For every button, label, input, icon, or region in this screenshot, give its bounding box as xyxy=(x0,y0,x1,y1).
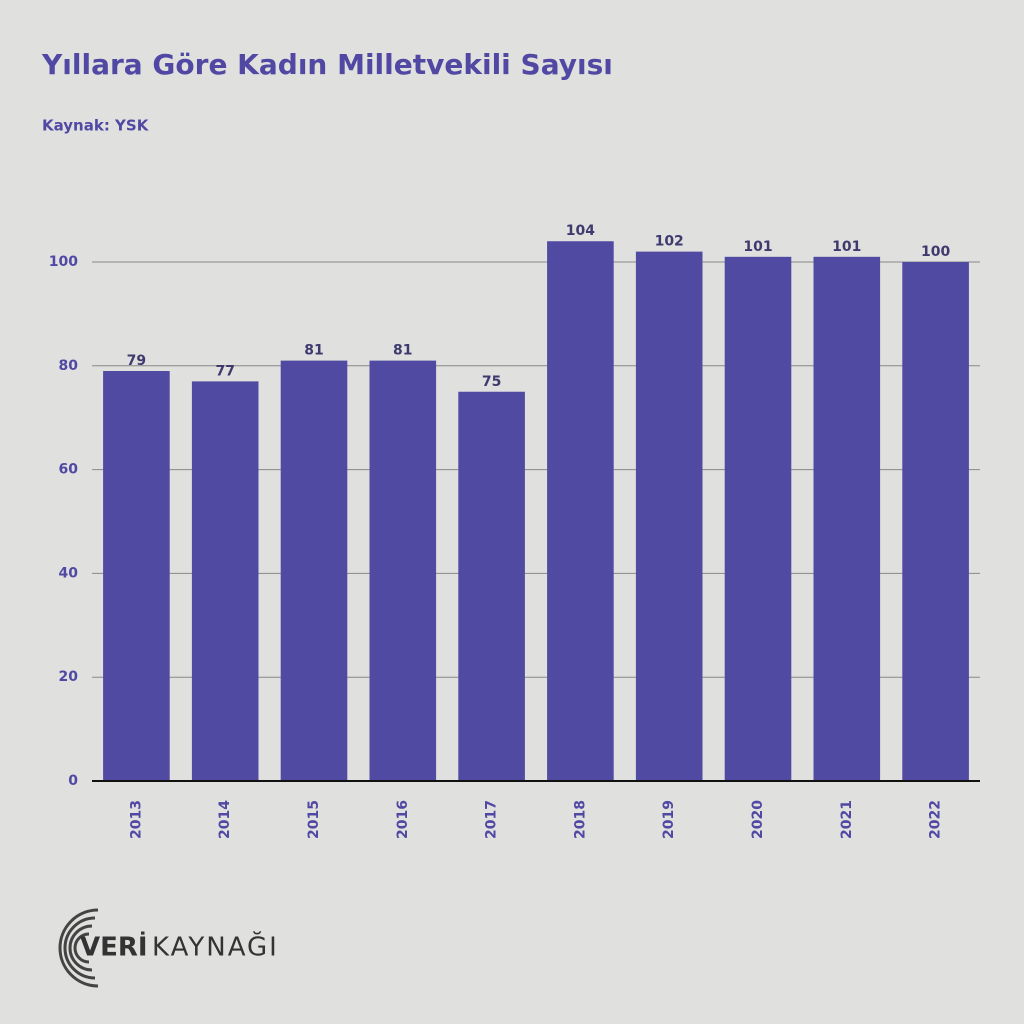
logo-name: KAYNAĞI xyxy=(152,931,279,963)
bar xyxy=(635,251,703,781)
y-tick-label: 80 xyxy=(59,358,79,374)
value-label: 79 xyxy=(127,353,146,369)
x-tick-label: 2017 xyxy=(484,800,500,839)
bar xyxy=(813,256,881,781)
x-tick-label: 2016 xyxy=(395,800,411,839)
bar xyxy=(902,262,969,781)
value-label: 77 xyxy=(215,363,234,379)
chart-title: Yıllara Göre Kadın Milletvekili Sayısı xyxy=(41,48,613,81)
value-label: 81 xyxy=(393,343,412,359)
y-tick-label: 40 xyxy=(59,565,79,581)
x-tick-label: 2014 xyxy=(217,800,233,839)
x-tick-label: 2021 xyxy=(839,800,855,839)
logo-brand: VERİ xyxy=(80,931,148,963)
x-tick-label: 2013 xyxy=(128,800,144,839)
bar xyxy=(191,381,259,781)
value-label: 100 xyxy=(921,244,950,260)
y-tick-label: 20 xyxy=(59,669,79,685)
bar xyxy=(724,256,792,781)
x-tick-label: 2022 xyxy=(928,800,944,839)
y-tick-label: 0 xyxy=(68,773,78,789)
x-tick-label: 2018 xyxy=(572,800,588,839)
value-label: 101 xyxy=(743,239,772,255)
x-tick-label: 2019 xyxy=(661,800,677,839)
x-tick-label: 2020 xyxy=(750,800,766,839)
bar xyxy=(280,360,348,781)
value-label: 101 xyxy=(832,239,861,255)
y-tick-label: 100 xyxy=(49,254,78,270)
bar xyxy=(103,370,170,781)
logo-mark xyxy=(58,908,99,988)
value-label: 102 xyxy=(655,234,684,250)
bar xyxy=(369,360,437,781)
value-label: 104 xyxy=(566,223,595,239)
value-label: 81 xyxy=(304,343,323,359)
bar xyxy=(458,391,525,781)
y-tick-label: 60 xyxy=(59,462,79,478)
value-label: 75 xyxy=(482,374,501,390)
bar xyxy=(547,241,614,782)
x-tick-label: 2015 xyxy=(306,800,322,839)
chart-subtitle: Kaynak: YSK xyxy=(42,117,150,135)
